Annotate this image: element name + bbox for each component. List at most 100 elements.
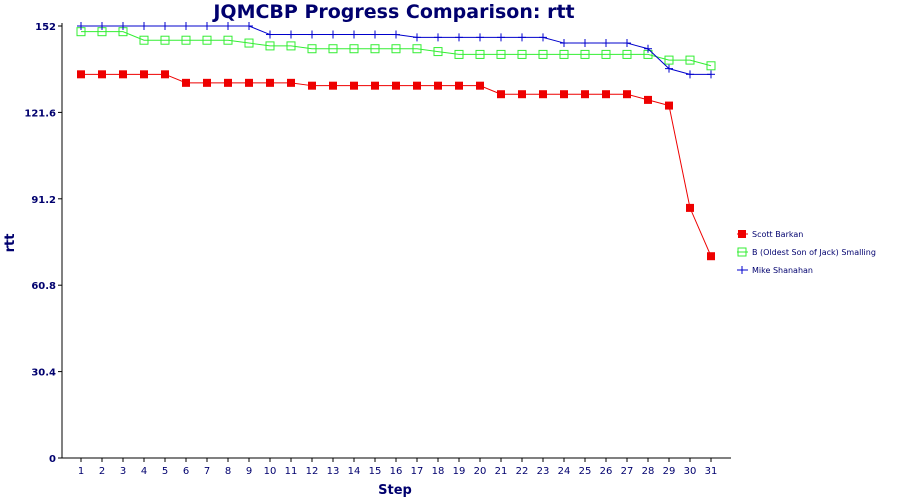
data-point [644, 44, 652, 53]
series-b-oldest-son-of-jack-smalling [76, 27, 716, 71]
data-point [77, 70, 85, 79]
data-point [329, 81, 337, 90]
x-tick-label: 29 [663, 466, 676, 477]
data-point [644, 95, 652, 104]
x-tick-label: 28 [642, 466, 655, 477]
x-tick-label: 21 [495, 466, 508, 477]
x-tick-label: 11 [285, 466, 298, 477]
x-tick-label: 7 [204, 466, 210, 477]
data-point [412, 44, 422, 54]
data-point [370, 44, 380, 54]
data-point [119, 22, 127, 30]
data-point [413, 33, 421, 42]
data-point [455, 33, 463, 42]
data-point [623, 90, 631, 99]
series-scott-barkan [77, 70, 715, 261]
data-point [560, 90, 568, 99]
data-point [623, 39, 631, 48]
data-point [601, 49, 611, 59]
x-tick-label: 16 [390, 466, 403, 477]
data-point [161, 22, 169, 30]
legend-item: Mike Shanahan [737, 266, 813, 275]
data-point [203, 22, 211, 30]
data-point [203, 78, 211, 87]
x-tick-label: 10 [264, 466, 277, 477]
data-point [223, 35, 233, 45]
x-tick-label: 6 [183, 466, 189, 477]
data-point [182, 22, 190, 30]
series-mike-shanahan [77, 22, 715, 79]
data-point [665, 101, 673, 110]
data-point [265, 41, 275, 51]
x-tick-label: 20 [474, 466, 487, 477]
x-axis-title: Step [378, 483, 412, 498]
data-point [245, 78, 253, 87]
data-point [686, 203, 694, 212]
x-tick-label: 9 [246, 466, 252, 477]
data-point [308, 81, 316, 90]
data-point [560, 39, 568, 48]
data-point [328, 44, 338, 54]
data-point [497, 33, 505, 42]
legend-marker [738, 266, 746, 274]
data-point [350, 81, 358, 90]
data-point [476, 33, 484, 42]
y-axis-title: rtt [3, 234, 18, 253]
data-point [475, 49, 485, 59]
x-tick-label: 3 [120, 466, 126, 477]
x-tick-label: 19 [453, 466, 466, 477]
data-point [434, 81, 442, 90]
data-point [98, 70, 106, 79]
data-point [140, 70, 148, 79]
data-point [287, 30, 295, 39]
x-tick-label: 31 [705, 466, 718, 477]
x-tick-label: 13 [327, 466, 340, 477]
x-tick-label: 30 [684, 466, 697, 477]
legend-label: Mike Shanahan [752, 266, 813, 275]
data-point [245, 22, 253, 30]
x-tick-label: 24 [558, 466, 571, 477]
data-point [139, 35, 149, 45]
data-point [685, 55, 695, 65]
data-point [664, 55, 674, 65]
data-point [497, 90, 505, 99]
data-point [140, 22, 148, 30]
data-point [286, 41, 296, 51]
data-point [539, 90, 547, 99]
data-point [559, 49, 569, 59]
data-point [98, 22, 106, 30]
x-tick-label: 15 [369, 466, 382, 477]
data-point [350, 30, 358, 39]
data-point [665, 64, 673, 73]
y-tick-label: 30.4 [31, 368, 56, 379]
data-point [433, 47, 443, 57]
data-point [391, 44, 401, 54]
series-layer [76, 22, 716, 261]
legend-marker [737, 247, 747, 257]
x-tick-label: 23 [537, 466, 550, 477]
legend-item: Scott Barkan [737, 230, 803, 239]
legend-marker [738, 230, 746, 238]
data-point [496, 49, 506, 59]
x-tick-label: 12 [306, 466, 319, 477]
data-point [413, 81, 421, 90]
x-tick-label: 2 [99, 466, 105, 477]
data-point [266, 78, 274, 87]
data-point [224, 22, 232, 30]
y-tick-label: 121.6 [24, 108, 56, 119]
data-point [455, 81, 463, 90]
y-tick-label: 60.8 [31, 281, 56, 292]
data-point [160, 35, 170, 45]
legend-item: B (Oldest Son of Jack) Smalling [737, 247, 876, 257]
legend-label: Scott Barkan [752, 230, 803, 239]
y-tick-label: 91.2 [31, 195, 56, 206]
data-point [224, 78, 232, 87]
series-line [81, 73, 712, 257]
legend-label: B (Oldest Son of Jack) Smalling [752, 248, 876, 257]
data-point [182, 78, 190, 87]
data-point [307, 44, 317, 54]
y-tick-label: 0 [49, 454, 56, 465]
data-point [392, 30, 400, 39]
data-point [202, 35, 212, 45]
data-point [454, 49, 464, 59]
